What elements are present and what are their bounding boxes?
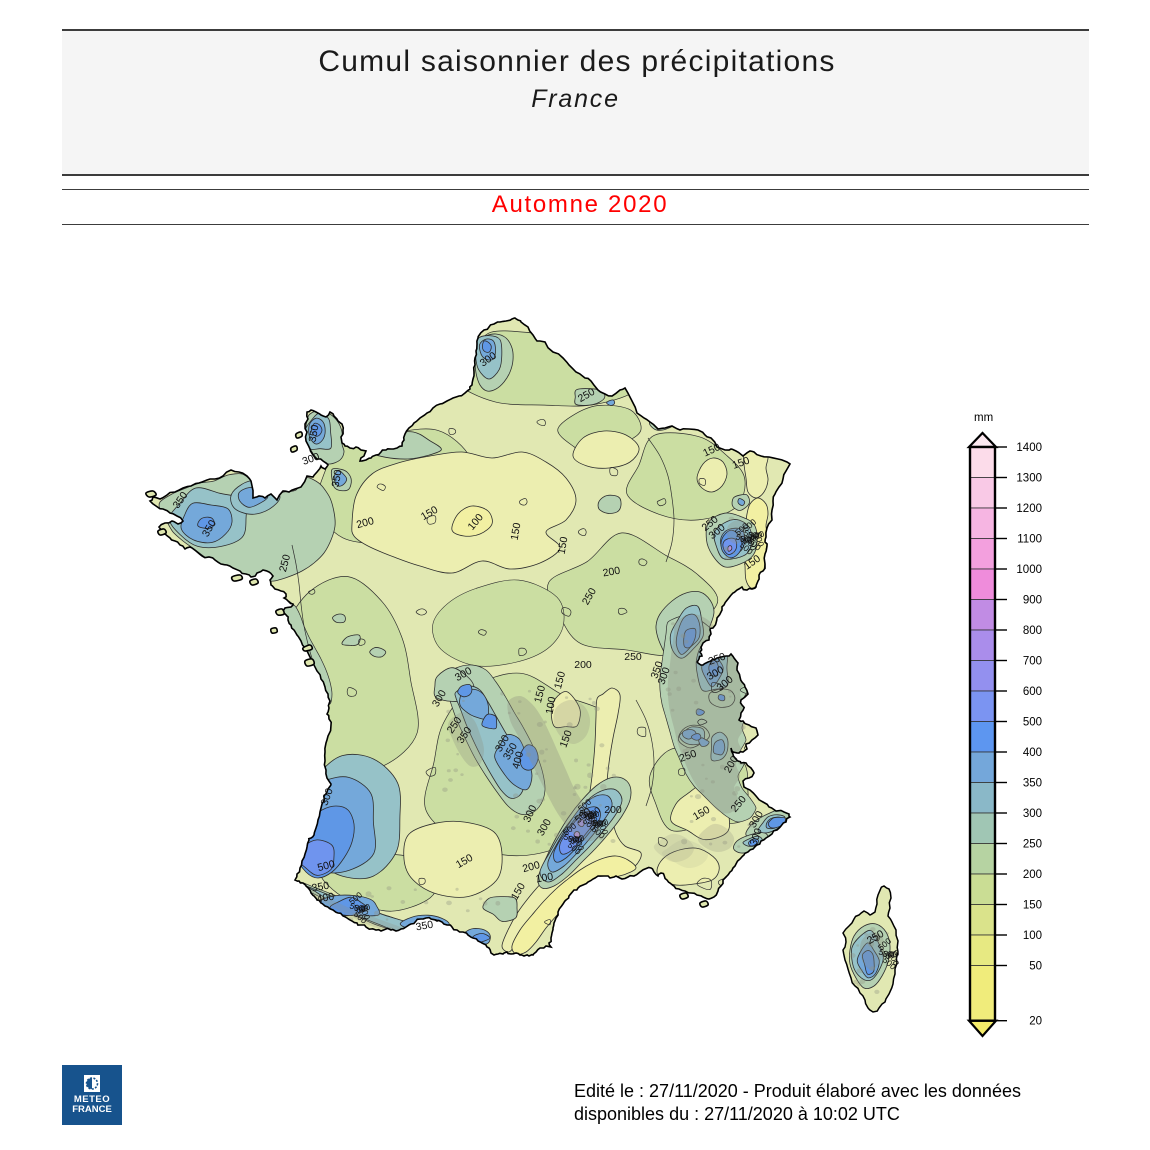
svg-text:350: 350	[311, 880, 330, 895]
svg-text:500: 500	[354, 903, 368, 913]
svg-text:200: 200	[602, 565, 621, 580]
svg-text:250: 250	[678, 747, 699, 764]
svg-text:500: 500	[741, 533, 758, 546]
svg-text:1300: 1300	[1016, 473, 1042, 485]
svg-text:350: 350	[307, 424, 322, 443]
svg-text:400: 400	[510, 750, 526, 770]
svg-text:300: 300	[301, 450, 322, 467]
svg-text:500: 500	[744, 535, 758, 552]
svg-text:200: 200	[604, 804, 622, 816]
svg-text:350: 350	[330, 469, 345, 488]
svg-text:200: 200	[1023, 869, 1042, 881]
svg-text:500: 500	[568, 834, 582, 844]
svg-text:METEO: METEO	[74, 1094, 110, 1105]
svg-text:500: 500	[584, 809, 601, 822]
svg-text:500: 500	[887, 950, 901, 967]
svg-text:20: 20	[1029, 1016, 1042, 1028]
svg-text:300: 300	[748, 827, 765, 848]
svg-text:500: 500	[1023, 717, 1042, 729]
svg-text:900: 900	[1023, 595, 1042, 607]
svg-text:200: 200	[574, 659, 592, 671]
svg-text:500: 500	[577, 807, 594, 821]
svg-text:150: 150	[558, 729, 575, 750]
svg-text:500: 500	[592, 818, 606, 828]
svg-text:350: 350	[649, 660, 666, 681]
svg-text:150: 150	[532, 684, 548, 704]
svg-text:150: 150	[556, 536, 571, 555]
svg-text:50: 50	[1029, 961, 1042, 973]
svg-text:500: 500	[562, 831, 579, 845]
svg-text:500: 500	[316, 858, 336, 874]
svg-text:1200: 1200	[1016, 503, 1042, 515]
svg-text:500: 500	[586, 815, 603, 829]
svg-text:250: 250	[624, 651, 642, 663]
svg-text:mm: mm	[974, 412, 993, 424]
svg-text:350: 350	[415, 919, 434, 934]
svg-text:500: 500	[883, 949, 897, 959]
svg-text:400: 400	[316, 891, 335, 906]
svg-text:500: 500	[749, 529, 766, 542]
svg-text:300: 300	[656, 666, 673, 687]
svg-text:100: 100	[1023, 930, 1042, 942]
svg-text:100: 100	[535, 871, 554, 886]
svg-text:500: 500	[348, 900, 365, 914]
svg-text:1100: 1100	[1017, 534, 1042, 546]
svg-text:500: 500	[358, 904, 372, 921]
svg-text:500: 500	[355, 902, 372, 915]
svg-text:700: 700	[1023, 656, 1042, 668]
svg-text:500: 500	[596, 819, 610, 836]
svg-text:300: 300	[319, 787, 336, 808]
svg-text:500: 500	[884, 948, 901, 961]
svg-text:200: 200	[521, 859, 541, 875]
svg-text:500: 500	[593, 817, 610, 830]
svg-text:500: 500	[752, 531, 766, 548]
svg-text:500: 500	[877, 946, 894, 960]
svg-text:500: 500	[740, 534, 754, 544]
svg-text:100: 100	[544, 696, 559, 715]
svg-text:FRANCE: FRANCE	[72, 1104, 112, 1115]
svg-text:500: 500	[734, 531, 751, 545]
svg-text:600: 600	[1023, 686, 1042, 698]
svg-text:150: 150	[552, 670, 568, 690]
svg-text:1400: 1400	[1016, 442, 1042, 454]
svg-text:250: 250	[277, 553, 293, 573]
svg-text:250: 250	[707, 650, 728, 667]
svg-text:300: 300	[1023, 808, 1042, 820]
svg-text:400: 400	[1023, 747, 1042, 759]
svg-text:150: 150	[1023, 900, 1042, 912]
svg-text:250: 250	[1023, 839, 1042, 851]
svg-text:500: 500	[572, 835, 586, 852]
svg-text:500: 500	[583, 810, 597, 820]
svg-text:200: 200	[355, 515, 375, 531]
svg-text:150: 150	[509, 522, 524, 541]
svg-text:350: 350	[1023, 778, 1042, 790]
svg-text:500: 500	[587, 811, 601, 828]
svg-text:800: 800	[1023, 625, 1042, 637]
svg-text:150: 150	[731, 454, 752, 471]
svg-text:500: 500	[748, 530, 762, 540]
svg-text:1000: 1000	[1016, 564, 1042, 576]
svg-text:500: 500	[742, 527, 759, 541]
svg-text:500: 500	[569, 833, 586, 846]
